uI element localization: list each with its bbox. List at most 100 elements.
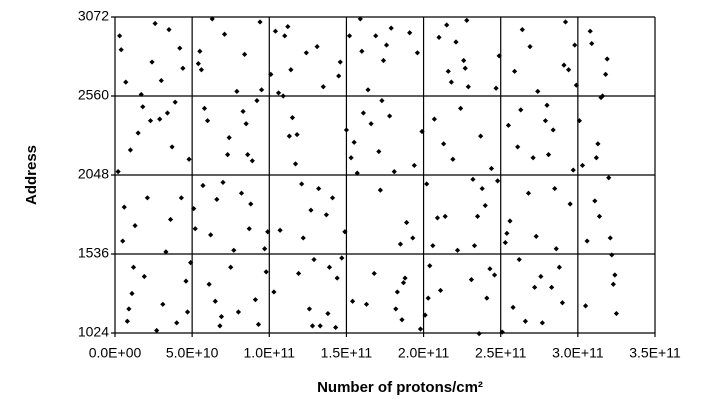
- point: [117, 33, 123, 39]
- point: [166, 27, 172, 33]
- point: [204, 118, 211, 124]
- y-tick-label: 2048: [78, 166, 109, 182]
- point: [394, 289, 400, 295]
- x-tick-label: 1.5E+11: [321, 345, 373, 361]
- point: [183, 278, 189, 284]
- point: [407, 30, 413, 36]
- point: [118, 47, 124, 53]
- point: [478, 133, 484, 139]
- point: [350, 298, 356, 304]
- point: [275, 90, 282, 96]
- point: [240, 108, 246, 115]
- point: [584, 238, 590, 244]
- point: [225, 152, 231, 158]
- point: [606, 175, 612, 181]
- point: [135, 130, 141, 136]
- point: [231, 247, 237, 253]
- point: [488, 165, 495, 172]
- point: [343, 127, 350, 133]
- point: [444, 22, 450, 28]
- point: [592, 198, 598, 204]
- x-tick-label: 2.0E+11: [398, 345, 450, 361]
- point: [342, 229, 348, 235]
- point: [263, 269, 269, 275]
- point: [549, 284, 555, 290]
- point: [177, 45, 183, 51]
- point: [197, 48, 203, 54]
- point: [609, 252, 615, 258]
- point: [542, 118, 549, 124]
- point: [535, 88, 541, 94]
- point: [303, 50, 309, 56]
- point: [292, 161, 299, 167]
- point: [610, 281, 616, 287]
- point: [245, 152, 251, 158]
- point: [272, 28, 279, 34]
- point: [200, 182, 206, 189]
- point: [454, 247, 461, 253]
- point: [487, 266, 493, 272]
- point: [533, 233, 539, 240]
- point: [504, 230, 510, 236]
- point: [174, 320, 180, 326]
- point: [296, 270, 302, 277]
- point: [280, 93, 286, 99]
- point: [188, 260, 194, 266]
- point: [300, 235, 306, 241]
- point: [419, 128, 425, 135]
- point: [282, 33, 288, 39]
- point: [402, 275, 408, 281]
- point: [124, 318, 130, 324]
- point: [337, 59, 343, 65]
- point: [246, 226, 252, 232]
- point: [238, 190, 245, 196]
- point: [499, 329, 505, 335]
- point: [539, 320, 545, 326]
- point: [380, 57, 387, 64]
- point: [579, 162, 586, 169]
- point: [160, 301, 166, 307]
- point: [325, 310, 331, 317]
- point: [598, 94, 604, 101]
- point: [208, 232, 214, 238]
- point: [285, 23, 291, 30]
- point: [320, 84, 326, 90]
- point: [599, 93, 606, 99]
- point: [525, 190, 532, 196]
- point: [127, 147, 134, 153]
- point: [377, 187, 383, 193]
- point: [351, 139, 357, 145]
- point: [544, 102, 550, 108]
- point: [123, 79, 129, 85]
- point: [462, 65, 468, 71]
- point: [603, 71, 609, 77]
- point: [448, 79, 454, 85]
- point: [311, 256, 317, 263]
- point: [530, 155, 536, 161]
- point: [424, 181, 430, 187]
- point: [566, 67, 572, 73]
- point: [158, 77, 164, 84]
- point: [393, 306, 399, 312]
- point: [387, 113, 393, 119]
- point: [507, 218, 513, 224]
- point: [249, 158, 255, 164]
- point: [388, 25, 394, 31]
- point: [184, 309, 191, 315]
- point: [289, 115, 296, 121]
- x-tick-label: 5.0E+10: [166, 345, 219, 361]
- point: [376, 148, 382, 155]
- point: [198, 67, 204, 73]
- point: [221, 31, 228, 37]
- y-tick-label: 1024: [78, 324, 109, 340]
- point: [265, 229, 271, 235]
- point: [458, 105, 464, 111]
- point: [383, 42, 390, 48]
- point: [368, 121, 374, 127]
- point: [465, 84, 471, 90]
- point: [277, 227, 283, 233]
- point: [495, 178, 501, 184]
- point: [147, 118, 154, 124]
- point: [316, 185, 322, 192]
- point: [532, 284, 538, 290]
